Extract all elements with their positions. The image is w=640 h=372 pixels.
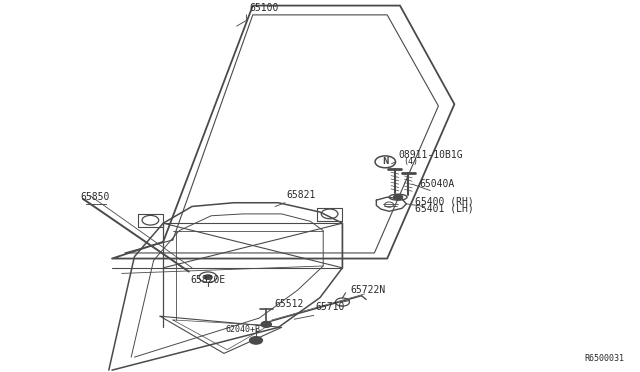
Text: 62040+B: 62040+B (225, 325, 260, 334)
Text: 65400 (RH): 65400 (RH) (415, 196, 474, 206)
Text: 65040A: 65040A (419, 179, 454, 189)
Text: N: N (382, 157, 388, 166)
Circle shape (250, 337, 262, 344)
Text: 65100: 65100 (250, 3, 279, 13)
Text: 08911-10B1G: 08911-10B1G (399, 150, 463, 160)
Text: 65512: 65512 (274, 299, 303, 309)
Text: R6500031: R6500031 (584, 354, 624, 363)
Text: 65850: 65850 (80, 192, 109, 202)
Circle shape (204, 275, 212, 279)
Text: 65401 (LH): 65401 (LH) (415, 203, 474, 213)
Text: 65710: 65710 (316, 302, 345, 312)
Text: 65821: 65821 (287, 190, 316, 200)
Text: (4): (4) (403, 157, 418, 166)
Text: 65820E: 65820E (191, 275, 226, 285)
Circle shape (261, 321, 271, 327)
Circle shape (394, 195, 403, 200)
Text: 65722N: 65722N (351, 285, 386, 295)
